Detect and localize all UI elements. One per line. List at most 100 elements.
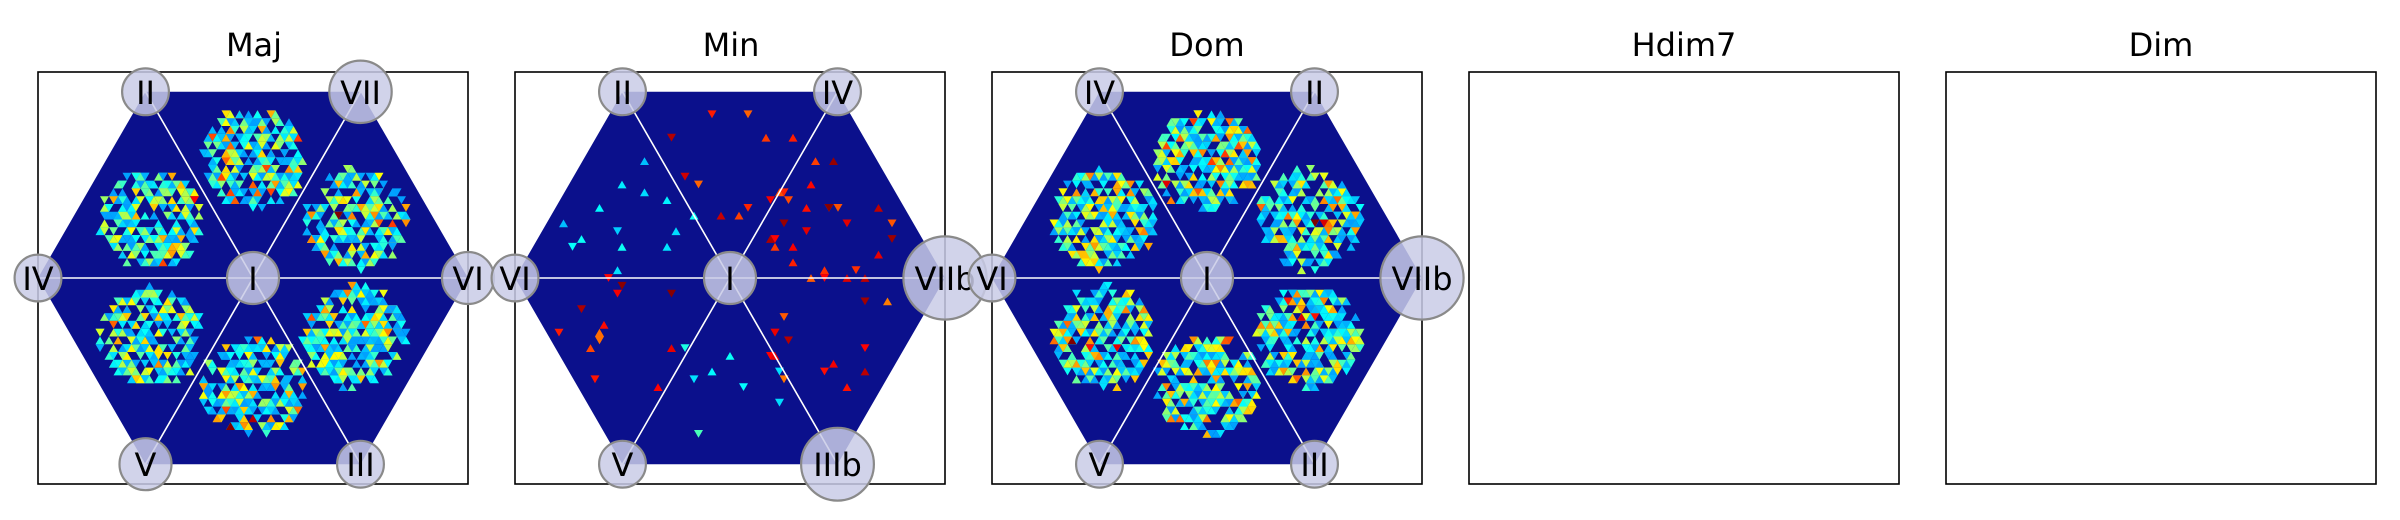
heatmap-cell: [1225, 157, 1234, 165]
heatmap-cell: [1288, 313, 1297, 321]
heatmap-cell: [343, 165, 352, 173]
heatmap-cell: [1117, 204, 1126, 212]
heatmap-cell: [1315, 375, 1324, 384]
heatmap-cell: [266, 149, 276, 158]
heatmap-cell: [1283, 211, 1293, 220]
heatmap-cell: [559, 219, 568, 228]
heatmap-cell: [374, 172, 384, 181]
heatmap-cell: [203, 406, 213, 415]
heatmap-cell: [1081, 188, 1090, 197]
heatmap-cell: [1328, 196, 1338, 204]
heatmap-cell: [1220, 367, 1230, 376]
heatmap-cell: [1216, 196, 1225, 204]
heatmap-cell: [352, 219, 361, 228]
heatmap-cell: [284, 414, 294, 423]
heatmap-cell: [1270, 211, 1279, 220]
heatmap-cell: [1355, 336, 1365, 345]
heatmap-cell: [1063, 320, 1072, 329]
heatmap-cell: [1211, 406, 1221, 415]
heatmap-cell: [257, 157, 267, 165]
heatmap-cell: [1229, 398, 1239, 407]
heatmap-cell: [1274, 328, 1284, 337]
heatmap-cell: [1108, 297, 1117, 306]
heatmap-cell: [1094, 328, 1104, 337]
heatmap-cell: [154, 188, 163, 197]
heatmap-cell: [374, 250, 384, 259]
heatmap-cell: [361, 352, 370, 360]
heatmap-cell: [1247, 406, 1257, 415]
heatmap-cell: [1166, 165, 1176, 173]
heatmap-cell: [1099, 328, 1108, 337]
heatmap-cell: [1306, 242, 1315, 251]
heatmap-cell: [262, 430, 271, 438]
heatmap-cell: [262, 383, 271, 391]
heatmap-cell: [1355, 211, 1365, 220]
heatmap-cell: [1301, 289, 1311, 298]
heatmap-cell: [1243, 165, 1252, 173]
heatmap-cell: [1099, 227, 1108, 236]
heatmap-cell: [392, 211, 402, 220]
heatmap-cell: [118, 188, 127, 197]
heatmap-cell: [145, 281, 154, 290]
heatmap-cell: [181, 250, 190, 259]
heatmap-cell: [221, 149, 231, 158]
heatmap-cell: [1126, 336, 1135, 345]
heatmap-cell: [1063, 235, 1072, 243]
heatmap-cell: [1058, 196, 1068, 204]
heatmap-cell: [194, 204, 204, 212]
heatmap-cell: [262, 398, 271, 407]
heatmap-cell: [140, 250, 150, 259]
heatmap-cell: [293, 180, 303, 189]
heatmap-cell: [244, 157, 253, 165]
heatmap-cell: [1220, 398, 1230, 407]
heatmap-cell: [230, 149, 240, 158]
heatmap-cell: [226, 375, 235, 384]
heatmap-cell: [325, 258, 334, 267]
heatmap-cell: [1238, 141, 1248, 150]
heatmap-cell: [262, 141, 271, 150]
heatmap-cell: [154, 196, 163, 204]
heatmap-cell: [361, 344, 370, 352]
heatmap-cell: [1117, 180, 1126, 189]
heatmap-cell: [1094, 188, 1104, 197]
heatmap-cell: [289, 165, 298, 173]
heatmap-cell: [176, 180, 186, 189]
heatmap-cell: [1094, 235, 1104, 243]
heatmap-cell: [1112, 196, 1122, 204]
heatmap-cell: [1310, 219, 1320, 228]
heatmap-cell: [145, 375, 154, 384]
heatmap-cell: [1090, 352, 1099, 360]
heatmap-cell: [1162, 391, 1171, 399]
heatmap-cell: [122, 367, 132, 376]
heatmap-cell: [113, 336, 123, 345]
heatmap-cell: [1211, 172, 1221, 181]
heatmap-cell: [1216, 367, 1225, 376]
heatmap-cell: [1252, 165, 1261, 173]
heatmap-cell: [266, 133, 276, 142]
heatmap-cell: [307, 352, 316, 360]
heatmap-cell: [163, 305, 172, 314]
heatmap-cell: [1333, 359, 1342, 368]
heatmap-cell: [239, 126, 249, 134]
heatmap-cell: [334, 180, 343, 189]
heatmap-cell: [1103, 344, 1113, 352]
heatmap-cell: [1265, 313, 1275, 321]
heatmap-cell: [1225, 126, 1234, 134]
node-circle: [13, 253, 63, 303]
heatmap-cell: [1252, 383, 1261, 391]
node-circle: [1289, 439, 1339, 489]
heatmap-cell: [244, 406, 253, 415]
heatmap-cell: [356, 320, 366, 329]
heatmap-cell: [163, 188, 172, 197]
heatmap-cell: [320, 352, 330, 360]
heatmap-cell: [1324, 320, 1333, 329]
heatmap-cell: [874, 204, 883, 212]
heatmap-cell: [392, 313, 402, 321]
heatmap-cell: [1225, 367, 1234, 376]
heatmap-cell: [266, 172, 276, 181]
heatmap-cell: [280, 383, 289, 391]
heatmap-cell: [1279, 359, 1288, 368]
heatmap-cell: [266, 422, 276, 430]
heatmap-cell: [1108, 242, 1117, 251]
heatmap-cell: [1324, 258, 1333, 267]
